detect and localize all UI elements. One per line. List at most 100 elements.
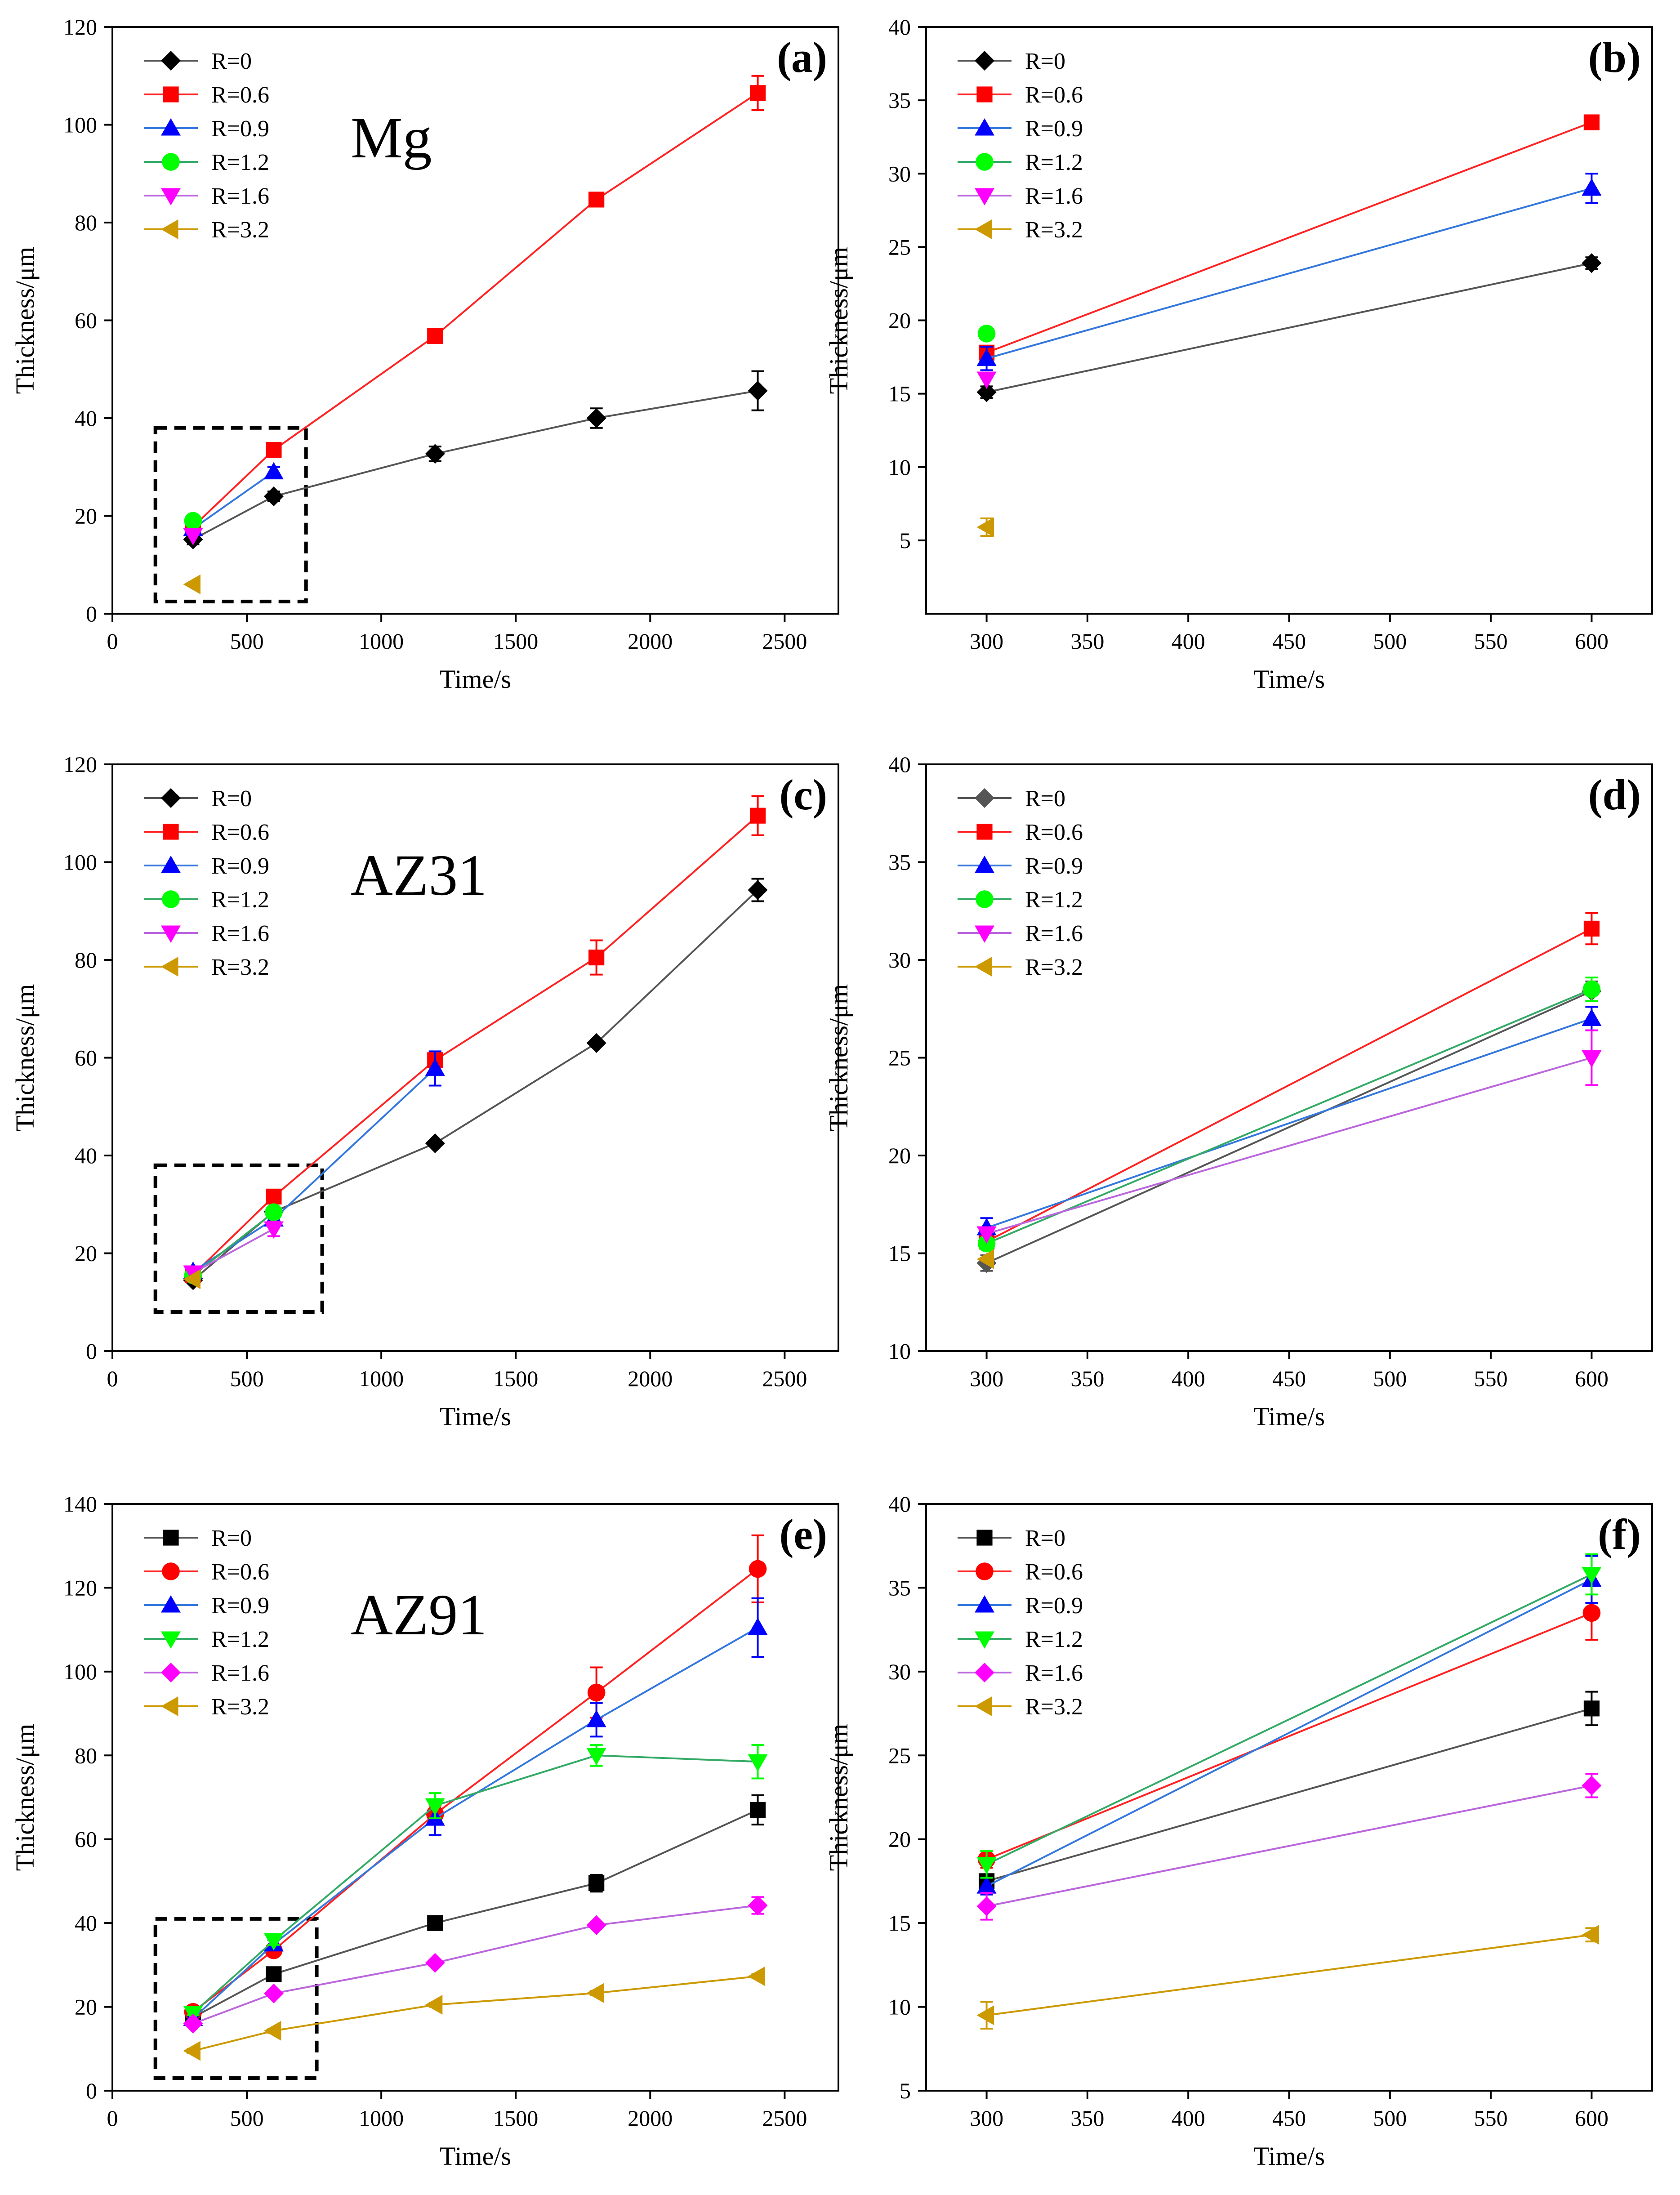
series-R=3.2: [183, 574, 201, 594]
legend-label: R=1.6: [211, 183, 269, 209]
legend-label: R=0.9: [1025, 116, 1083, 142]
legend-label: R=0.6: [211, 1559, 269, 1585]
legend-label: R=0.9: [1025, 1593, 1083, 1619]
legend-marker: [161, 1595, 181, 1613]
panel-d: 300 350 400 450 500 550 600 10 15 20 25 30 35 40 Time/…: [824, 752, 1653, 1431]
data-point: [266, 442, 282, 458]
series-line: [986, 187, 1592, 360]
x-tick-label: 550: [1474, 1366, 1508, 1391]
y-tick-label: 80: [75, 1743, 97, 1768]
data-point: [425, 1058, 445, 1076]
data-point: [427, 1915, 443, 1931]
y-tick-label: 15: [888, 1910, 911, 1936]
data-point: [976, 1249, 994, 1269]
series-line: [986, 928, 1592, 1243]
y-tick-label: 15: [888, 1241, 911, 1266]
data-point: [749, 1802, 766, 1818]
series-R=0: [976, 253, 1602, 402]
series-R=3.2: [183, 1966, 766, 2061]
data-point: [425, 1798, 445, 1816]
series-line: [986, 121, 1592, 354]
x-tick-label: 400: [1172, 2106, 1205, 2131]
x-tick-label: 550: [1474, 629, 1508, 654]
series-line: [986, 1579, 1592, 1887]
y-tick-label: 60: [75, 1827, 97, 1852]
series-R=1.6: [183, 1895, 768, 2034]
series-R=1.2: [183, 1744, 768, 2023]
y-tick-label: 20: [75, 1994, 97, 2020]
data-point: [587, 1683, 606, 1702]
panel-f-frame: [925, 1503, 1653, 2092]
legend-marker: [976, 1530, 993, 1546]
legend-label: R=0: [1025, 1526, 1065, 1551]
legend-label: R=1.6: [1025, 183, 1083, 209]
y-tick-label: 40: [888, 1491, 911, 1517]
legend-label: R=0.6: [1025, 1559, 1083, 1585]
legend-label: R=0.6: [211, 82, 269, 108]
x-tick-label: 2500: [762, 2106, 807, 2131]
legend-marker: [163, 824, 179, 840]
series-line: [986, 1017, 1592, 1229]
x-tick-label: 500: [1373, 629, 1407, 654]
data-point: [976, 371, 997, 389]
series-R=1.2: [977, 977, 1601, 1253]
y-tick-label: 25: [888, 1045, 911, 1071]
series-R=3.2: [976, 1925, 1599, 2030]
data-point: [749, 808, 766, 824]
series-R=1.2: [976, 1553, 1602, 1879]
x-tick-label: 300: [970, 1366, 1003, 1391]
legend: R=0 R=0.6 R=0.9 R=1.2 R=1.6 R=3.2: [958, 1526, 1083, 1720]
legend-marker: [161, 118, 181, 136]
panel-letter: (d): [1588, 771, 1641, 819]
series-R=0.9: [183, 1597, 768, 2026]
y-tick-label: 20: [888, 1827, 911, 1852]
panel-b-frame: [925, 26, 1653, 615]
legend-label: R=0: [1025, 49, 1065, 74]
series-line: [986, 262, 1592, 393]
data-point: [425, 1133, 445, 1153]
legend-marker: [162, 1562, 180, 1580]
legend-label: R=1.6: [211, 921, 269, 946]
x-tick-label: 450: [1272, 629, 1306, 654]
y-axis-title: Thickness/μm: [824, 247, 853, 394]
data-point: [976, 1226, 997, 1244]
legend-marker: [161, 957, 178, 977]
x-tick-label: 1000: [359, 629, 404, 654]
material-label: Mg: [351, 106, 432, 170]
x-tick-label: 2000: [628, 1366, 673, 1391]
legend-label: R=3.2: [1025, 955, 1083, 980]
series-R=1.2: [977, 325, 996, 343]
x-tick-label: 600: [1575, 2106, 1609, 2131]
data-point: [588, 192, 605, 208]
panel-letter: (a): [777, 33, 827, 81]
y-tick-label: 0: [86, 601, 97, 626]
x-tick-label: 1000: [359, 2106, 404, 2131]
panel-c: 0 500 1000 1500 2000 2500 0 20 40 60 80 100 120 Time/…: [10, 752, 839, 1431]
legend-marker: [975, 856, 994, 873]
y-tick-label: 35: [888, 1575, 911, 1600]
data-point: [749, 85, 766, 101]
y-tick-label: 30: [888, 161, 911, 186]
x-tick-label: 350: [1070, 629, 1104, 654]
data-point: [263, 486, 284, 506]
y-tick-label: 120: [63, 1575, 97, 1600]
y-tick-label: 0: [86, 2078, 97, 2103]
series-R=0.9: [976, 1006, 1602, 1239]
data-point: [586, 1748, 606, 1766]
panel-a-frame: [111, 26, 839, 615]
data-point: [183, 1269, 201, 1289]
panel-letter: (b): [1588, 33, 1641, 81]
data-point: [1583, 1700, 1600, 1717]
panel-letter: (c): [779, 771, 827, 819]
x-tick-label: 0: [107, 629, 118, 654]
series-line: [192, 1627, 758, 2020]
legend-marker: [975, 188, 994, 205]
legend-marker: [976, 153, 994, 171]
y-tick-label: 35: [888, 88, 911, 113]
series-R=1.2: [184, 512, 202, 530]
y-tick-label: 40: [888, 14, 911, 40]
legend-marker: [975, 219, 992, 239]
x-axis-title: Time/s: [440, 2141, 511, 2171]
legend-label: R=0: [211, 1526, 252, 1551]
data-point: [183, 2041, 201, 2061]
